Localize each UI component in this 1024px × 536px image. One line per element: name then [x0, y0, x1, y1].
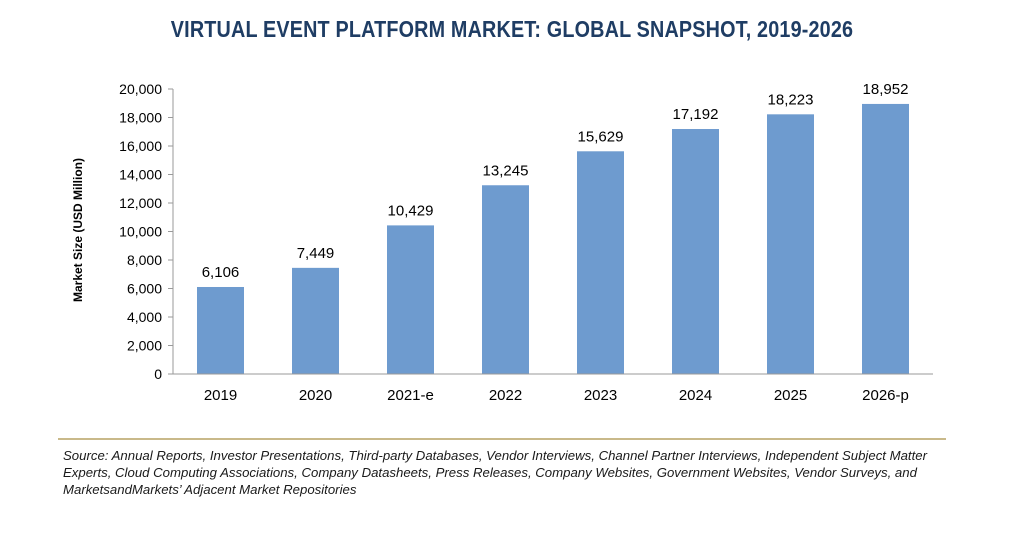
y-tick-label: 12,000 — [119, 195, 162, 211]
data-label: 15,629 — [578, 128, 624, 145]
x-tick-label: 2019 — [204, 387, 237, 404]
x-axis: 2019 2020 2021-e 2022 2023 2024 2025 2026-p — [173, 373, 933, 404]
data-label: 13,245 — [483, 162, 529, 179]
y-tick-label: 4,000 — [127, 309, 162, 325]
bar — [672, 129, 719, 374]
bar — [292, 267, 339, 374]
data-label: 7,449 — [297, 245, 335, 262]
x-tick-label: 2020 — [299, 387, 332, 404]
data-label: 18,223 — [768, 91, 814, 108]
source-note: Source: Annual Reports, Investor Present… — [63, 448, 927, 497]
bars-group: 6,106 7,449 10,429 13,245 15,629 17,192 18,223… — [197, 81, 909, 375]
x-tick-label: 2022 — [489, 387, 522, 404]
y-axis: 0 2,000 4,000 6,000 8,000 10,000 12,000 14,000 1… — [119, 81, 174, 382]
y-axis-label: Market Size (USD Million) — [71, 158, 85, 302]
y-tick-label: 8,000 — [127, 252, 162, 268]
bar — [387, 225, 434, 374]
x-tick-label: 2026-p — [862, 387, 909, 404]
data-label: 10,429 — [388, 202, 434, 219]
chart-title: VIRTUAL EVENT PLATFORM MARKET: GLOBAL SN… — [170, 16, 854, 42]
x-tick-label: 2024 — [679, 387, 712, 404]
data-label: 6,106 — [202, 264, 240, 281]
bar — [767, 114, 814, 374]
x-tick-label: 2021-e — [387, 387, 434, 404]
data-label: 18,952 — [863, 81, 909, 98]
y-tick-label: 2,000 — [127, 338, 162, 354]
y-tick-label: 14,000 — [119, 167, 162, 183]
bar — [482, 185, 529, 374]
bar — [862, 103, 909, 375]
source-divider — [58, 438, 946, 440]
x-tick-label: 2023 — [584, 387, 617, 404]
bar-chart: Market Size (USD Million) 0 2,000 4,000 6,0… — [71, 81, 933, 404]
y-tick-label: 16,000 — [119, 138, 162, 154]
y-tick-label: 10,000 — [119, 224, 162, 240]
bar — [197, 286, 244, 374]
x-tick-label: 2025 — [774, 387, 807, 404]
bar — [577, 151, 624, 374]
y-tick-label: 20,000 — [119, 81, 162, 97]
y-tick-label: 18,000 — [119, 110, 162, 126]
y-tick-label: 0 — [154, 366, 162, 382]
data-label: 17,192 — [673, 106, 719, 123]
y-tick-label: 6,000 — [127, 281, 162, 297]
